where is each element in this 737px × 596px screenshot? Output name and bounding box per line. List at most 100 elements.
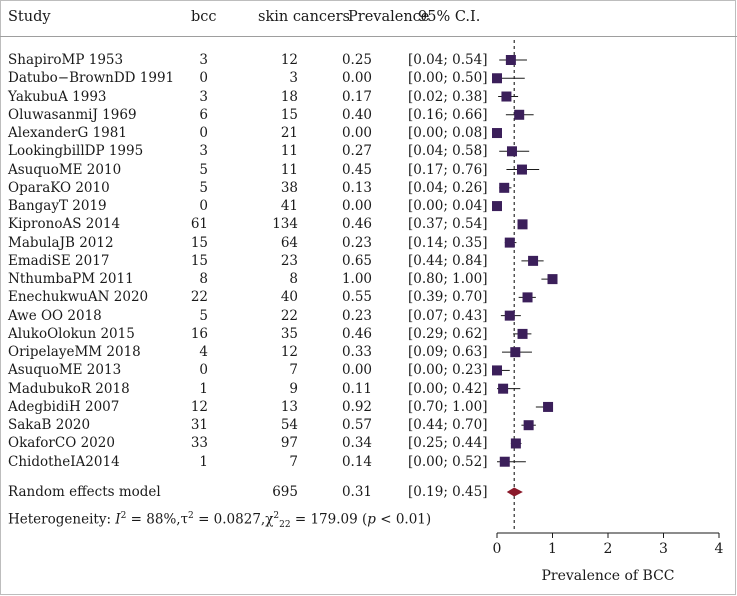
study-marker: [506, 146, 517, 157]
bcc-count: 0: [199, 362, 208, 379]
study-name: MabulaJB 2012: [8, 234, 114, 251]
study-name: OparaKO 2010: [8, 179, 110, 196]
header-prevalence: Prevalence: [348, 9, 430, 25]
prevalence-value: 0.25: [341, 52, 372, 68]
skin-cancer-count: 40: [280, 289, 298, 306]
het-p-symbol: p: [367, 511, 376, 528]
study-name: ChidotheIA2014: [8, 453, 120, 470]
study-marker: [522, 292, 533, 303]
bcc-count: 15: [190, 234, 208, 251]
ci-value: [0.00; 0.23]: [408, 362, 488, 379]
skin-cancer-count: 11: [280, 161, 298, 178]
study-marker: [492, 73, 502, 84]
skin-cancer-count: 64: [280, 234, 298, 251]
skin-cancer-count: 35: [280, 325, 298, 342]
ci-value: [0.00; 0.52]: [408, 453, 488, 470]
ci-value: [0.00; 0.42]: [408, 380, 488, 397]
study-name: AlexanderG 1981: [8, 125, 127, 142]
ci-value: [0.37; 0.54]: [408, 216, 488, 233]
skin-cancer-count: 15: [280, 106, 298, 123]
skin-cancer-count: 134: [272, 216, 298, 233]
summary-ci: [0.19; 0.45]: [408, 484, 488, 500]
prevalence-value: 0.55: [341, 289, 372, 306]
ci-value: [0.07; 0.43]: [408, 307, 488, 324]
prevalence-value: 0.46: [341, 325, 372, 342]
study-name: KipronoAS 2014: [8, 216, 121, 233]
x-tick-label: 0: [493, 541, 502, 557]
ci-value: [0.44; 0.84]: [408, 252, 488, 269]
study-marker: [510, 347, 521, 358]
study-name: ShapiroMP 1953: [8, 52, 124, 68]
ci-value: [0.70; 1.00]: [408, 398, 488, 415]
heterogeneity-text: Heterogeneity: I2 = 88%,τ2 = 0.0827,χ222…: [8, 511, 432, 531]
skin-cancer-count: 18: [280, 88, 298, 105]
skin-cancer-count: 21: [280, 125, 298, 142]
skin-cancer-count: 8: [289, 271, 298, 288]
prevalence-value: 0.00: [341, 198, 372, 215]
het-chi2-df: 22: [279, 520, 291, 531]
x-tick-label: 2: [604, 541, 613, 557]
study-marker: [547, 274, 558, 285]
ci-value: [0.14; 0.35]: [408, 234, 488, 251]
skin-cancer-count: 41: [280, 198, 298, 215]
study-name: SakaB 2020: [8, 417, 91, 434]
skin-cancer-count: 38: [280, 179, 298, 196]
prevalence-value: 0.57: [341, 417, 372, 434]
header-ci: 95% C.I.: [418, 9, 481, 25]
prevalence-value: 0.65: [341, 252, 372, 269]
bcc-count: 33: [190, 435, 208, 452]
study-name: Awe OO 2018: [8, 307, 102, 324]
skin-cancer-count: 3: [289, 70, 298, 87]
het-p-value: < 0.01): [375, 511, 432, 528]
skin-cancer-count: 9: [289, 380, 298, 397]
study-name: AsuquoME 2013: [8, 362, 122, 379]
prevalence-value: 0.00: [341, 70, 372, 87]
bcc-count: 8: [199, 271, 208, 288]
het-chi2-value: = 179.09 (: [290, 511, 368, 528]
skin-cancer-count: 7: [289, 362, 298, 379]
ci-value: [0.04; 0.54]: [408, 52, 488, 68]
bcc-count: 5: [199, 161, 208, 178]
study-name: AdegbidiH 2007: [8, 398, 120, 415]
study-marker: [492, 365, 502, 376]
study-name: OkaforCO 2020: [8, 435, 115, 452]
prevalence-value: 0.45: [341, 161, 372, 178]
x-tick-label: 1: [548, 541, 557, 557]
ci-value: [0.17; 0.76]: [408, 161, 488, 178]
ci-value: [0.80; 1.00]: [408, 271, 488, 288]
study-name: YakubuA 1993: [8, 88, 107, 105]
skin-cancer-count: 97: [280, 435, 298, 452]
bcc-count: 5: [199, 179, 208, 196]
x-axis-label: Prevalence of BCC: [541, 568, 674, 584]
bcc-count: 15: [190, 252, 208, 269]
skin-cancer-count: 23: [280, 252, 298, 269]
bcc-count: 3: [199, 52, 208, 68]
study-name: LookingbillDP 1995: [8, 143, 144, 160]
prevalence-value: 0.00: [341, 362, 372, 379]
study-name: EmadiSE 2017: [8, 252, 110, 269]
bcc-count: 22: [190, 289, 208, 306]
study-name: BangayT 2019: [8, 198, 107, 215]
het-i2-value: = 88%,τ: [126, 511, 189, 528]
prevalence-value: 0.23: [341, 234, 372, 251]
bcc-count: 12: [190, 398, 208, 415]
header-rule: [0, 36, 737, 37]
header-skin-cancers: skin cancers: [258, 9, 350, 25]
study-marker: [504, 310, 515, 321]
study-marker: [492, 201, 502, 212]
header-study: Study: [8, 9, 51, 25]
bcc-count: 6: [199, 106, 208, 123]
study-marker: [510, 438, 521, 449]
ci-value: [0.04; 0.26]: [408, 179, 488, 196]
prevalence-value: 0.33: [341, 344, 372, 361]
x-tick-label: 4: [715, 541, 724, 557]
summary-total: 695: [272, 484, 298, 500]
study-name: OripelayeMM 2018: [8, 344, 141, 361]
bcc-count: 3: [199, 88, 208, 105]
bcc-count: 4: [199, 344, 208, 361]
bcc-count: 0: [199, 125, 208, 142]
bcc-count: 0: [199, 198, 208, 215]
ci-value: [0.39; 0.70]: [408, 289, 488, 306]
study-name: MadubukoR 2018: [8, 380, 130, 397]
